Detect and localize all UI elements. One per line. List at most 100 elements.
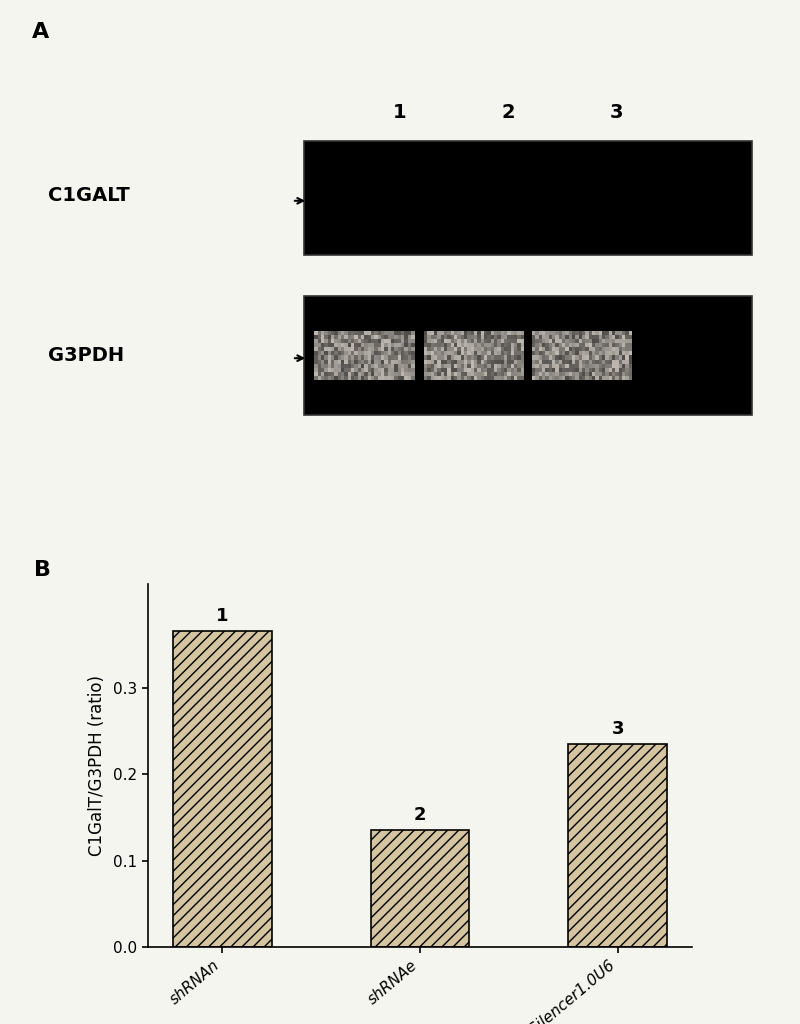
Bar [552,372,556,376]
Bar [494,347,498,351]
Bar [358,339,362,343]
Bar [602,331,606,335]
Bar [368,347,371,351]
Bar [494,351,498,355]
Bar [321,359,325,364]
Bar [626,339,629,343]
Bar [424,368,428,372]
Bar [510,351,514,355]
Bar [378,343,382,347]
Bar [361,364,365,368]
Bar [444,347,448,351]
Bar [328,351,331,355]
Bar [391,359,394,364]
Bar [618,343,622,347]
Bar [609,359,612,364]
Bar [450,359,454,364]
Bar [532,372,536,376]
Bar [555,372,559,376]
Bar [321,364,325,368]
Bar [566,359,569,364]
Bar [398,372,402,376]
Bar [427,364,431,368]
Bar [427,347,431,351]
Bar [487,368,491,372]
Bar [331,347,334,351]
Bar [501,355,504,359]
Bar [411,376,414,380]
Bar [602,351,606,355]
Bar [542,343,546,347]
Bar [615,376,619,380]
Bar [538,376,542,380]
Bar [434,343,438,347]
Bar [514,351,518,355]
Bar [558,372,562,376]
Bar [391,347,394,351]
Bar [498,347,501,351]
Bar [572,343,576,347]
Bar [507,351,511,355]
Bar [602,359,606,364]
Bar [447,351,451,355]
Bar [618,355,622,359]
Bar [474,359,478,364]
Bar [494,364,498,368]
Bar [461,368,464,372]
Bar [569,376,572,380]
Bar [450,335,454,339]
Bar [321,331,325,335]
Bar [535,343,539,347]
Bar [371,343,374,347]
Bar [606,376,609,380]
Bar [484,359,488,364]
Bar [518,335,521,339]
Bar [458,364,461,368]
Bar [518,343,521,347]
Bar [504,364,508,368]
Bar [378,359,382,364]
Bar [314,331,318,335]
Bar [582,372,586,376]
Bar [487,372,491,376]
Bar [338,359,342,364]
Bar [321,343,325,347]
Bar [494,335,498,339]
Bar [464,351,468,355]
Bar [408,339,411,343]
Bar [569,368,572,372]
Bar [518,331,521,335]
Bar [518,364,521,368]
Bar [381,368,385,372]
Bar [464,368,468,372]
Text: 1: 1 [393,103,407,122]
Bar [494,343,498,347]
Bar [618,347,622,351]
Bar [388,376,391,380]
Bar [405,376,408,380]
Bar [385,347,388,351]
Bar [595,359,599,364]
Bar [361,372,365,376]
Bar [351,364,354,368]
Bar [484,335,488,339]
Bar [552,359,556,364]
Bar [586,335,589,339]
Bar [538,372,542,376]
Bar [558,335,562,339]
Bar [566,355,569,359]
Bar [394,343,398,347]
Bar [331,376,334,380]
Bar [354,368,358,372]
Bar [586,359,589,364]
Bar [351,347,354,351]
Bar [358,351,362,355]
Bar [504,355,508,359]
Bar [586,331,589,335]
Bar [575,359,579,364]
Bar [538,364,542,368]
Bar [586,376,589,380]
Bar [378,355,382,359]
Bar [552,339,556,343]
Bar [374,343,378,347]
